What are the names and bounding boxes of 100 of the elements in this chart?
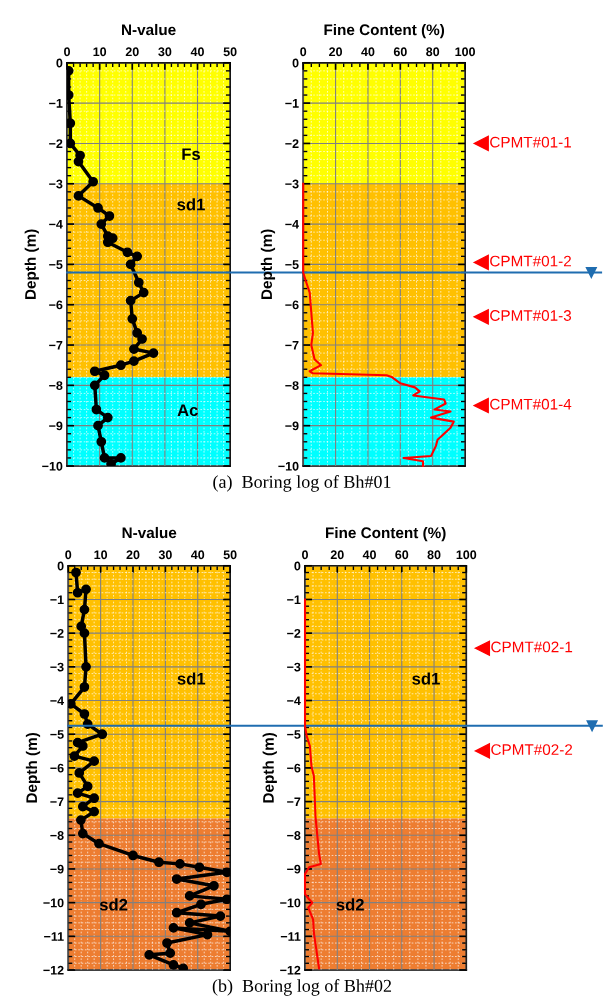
y-tick-label: −7 bbox=[50, 797, 64, 807]
point bbox=[171, 907, 182, 918]
y-tick-label: −12 bbox=[280, 965, 301, 975]
x-tick-label: 40 bbox=[190, 47, 204, 57]
point bbox=[104, 211, 115, 221]
y-tick-label: 0 bbox=[56, 58, 63, 68]
y-tick-label: −5 bbox=[285, 260, 299, 270]
text: CPMT#01-1 bbox=[490, 136, 571, 148]
chart-title: N-value bbox=[122, 23, 176, 36]
y-tick-label: −2 bbox=[50, 628, 64, 638]
y-tick-label: 0 bbox=[294, 561, 301, 571]
point bbox=[77, 801, 88, 812]
point bbox=[79, 604, 90, 615]
y-tick-label: −6 bbox=[285, 300, 299, 310]
chart-title: Fine Content (%) bbox=[326, 526, 446, 542]
point bbox=[115, 360, 126, 371]
point bbox=[171, 874, 182, 884]
point bbox=[67, 118, 76, 129]
x-tick-label: 10 bbox=[94, 550, 108, 560]
point bbox=[89, 793, 100, 804]
y-tick-label: −4 bbox=[285, 220, 299, 229]
point bbox=[129, 356, 139, 367]
x-tick-label: 10 bbox=[93, 47, 107, 57]
point bbox=[133, 277, 144, 288]
x-tick-label: 20 bbox=[125, 47, 139, 57]
y-tick-label: −8 bbox=[287, 831, 301, 840]
point bbox=[77, 828, 88, 839]
point bbox=[148, 348, 159, 358]
band-label: Fs bbox=[182, 148, 201, 161]
text: CPMT#01-2 bbox=[490, 255, 571, 267]
y-tick-label: −3 bbox=[285, 179, 299, 189]
x-tick-label: 50 bbox=[223, 47, 237, 57]
y-tick-label: −6 bbox=[50, 763, 64, 773]
y-tick-label: −5 bbox=[49, 260, 63, 270]
point bbox=[96, 436, 107, 447]
text: (a) Boring log of Bh#01 bbox=[213, 475, 391, 492]
point bbox=[79, 682, 90, 692]
chart-title: Fine Content (%) bbox=[324, 23, 445, 39]
y-tick-label: −9 bbox=[49, 421, 63, 431]
y-tick-label: −6 bbox=[49, 300, 63, 310]
x-tick-label: 100 bbox=[456, 550, 477, 560]
text: CPMT#02-1 bbox=[491, 641, 573, 653]
y-tick-label: −8 bbox=[285, 381, 299, 391]
point bbox=[125, 295, 136, 306]
band-label: Ac bbox=[177, 404, 198, 417]
x-tick-label: 80 bbox=[426, 47, 440, 57]
point bbox=[74, 768, 85, 778]
point bbox=[222, 867, 231, 878]
band-label: sd1 bbox=[412, 672, 440, 685]
point bbox=[82, 781, 93, 792]
x-tick-label: 40 bbox=[361, 47, 375, 57]
y-tick-label: −4 bbox=[287, 696, 301, 706]
point bbox=[194, 862, 205, 873]
x-tick-label: 40 bbox=[190, 550, 205, 560]
text: (b) Boring log of Bh#02 bbox=[212, 979, 392, 996]
y-tick-label: −10 bbox=[42, 461, 63, 471]
x-tick-label: 0 bbox=[64, 47, 71, 57]
y-tick-label: 0 bbox=[57, 561, 64, 571]
band-label: sd2 bbox=[336, 898, 364, 911]
chart-title: N-value bbox=[122, 526, 177, 539]
point bbox=[196, 899, 206, 910]
y-tick-label: −3 bbox=[287, 662, 301, 672]
y-tick-label: −10 bbox=[278, 461, 299, 471]
point bbox=[168, 960, 179, 970]
point bbox=[137, 334, 147, 344]
x-tick-label: 0 bbox=[302, 550, 308, 560]
point bbox=[81, 584, 91, 595]
y-tick-label: −1 bbox=[287, 595, 301, 604]
point bbox=[168, 923, 179, 933]
x-tick-label: 60 bbox=[395, 550, 409, 560]
point bbox=[89, 756, 100, 767]
y-axis-title: Depth (m) bbox=[260, 229, 276, 300]
y-tick-label: −7 bbox=[287, 797, 301, 807]
point bbox=[138, 287, 149, 298]
point bbox=[122, 247, 133, 258]
y-tick-label: −1 bbox=[285, 99, 299, 108]
band-label: sd1 bbox=[177, 672, 206, 685]
y-tick-label: −10 bbox=[280, 898, 301, 908]
point bbox=[71, 567, 81, 578]
x-tick-label: 30 bbox=[158, 47, 172, 57]
y-tick-label: −6 bbox=[287, 763, 301, 773]
point bbox=[215, 911, 226, 921]
y-tick-label: −7 bbox=[285, 340, 299, 350]
x-tick-label: 80 bbox=[427, 550, 441, 560]
point bbox=[97, 729, 108, 740]
point bbox=[89, 806, 100, 817]
y-tick-label: −9 bbox=[285, 421, 299, 431]
x-tick-label: 40 bbox=[362, 550, 376, 560]
line-series bbox=[303, 598, 322, 970]
point bbox=[209, 880, 219, 891]
y-tick-label: −11 bbox=[44, 932, 64, 941]
y-tick-label: −8 bbox=[50, 831, 64, 840]
point bbox=[165, 948, 176, 959]
y-tick-label: −2 bbox=[49, 139, 63, 148]
point bbox=[72, 788, 83, 799]
line-series bbox=[302, 182, 455, 468]
y-axis-title: Depth (m) bbox=[24, 229, 39, 300]
y-tick-label: −10 bbox=[43, 898, 64, 908]
y-tick-label: −2 bbox=[287, 628, 301, 638]
x-tick-label: 20 bbox=[329, 47, 343, 57]
